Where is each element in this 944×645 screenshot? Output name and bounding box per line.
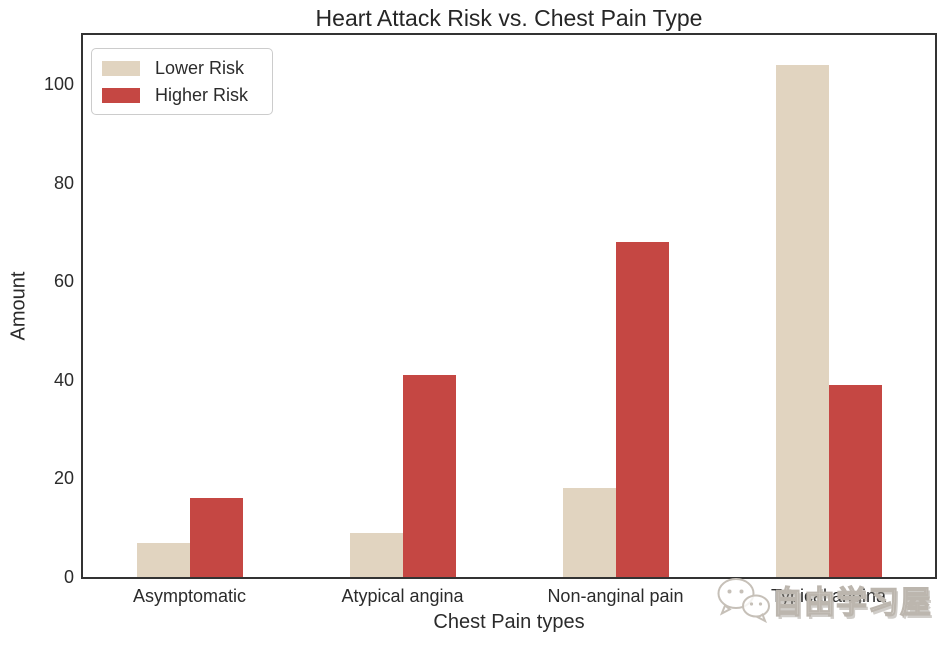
legend-row: Higher Risk: [102, 84, 248, 106]
bar-higher-risk: [402, 374, 456, 577]
legend-label: Lower Risk: [155, 58, 245, 78]
x-tick-label: Typical angina: [770, 586, 887, 606]
legend: Lower Risk Higher Risk: [91, 48, 274, 115]
bar-higher-risk: [189, 498, 243, 577]
y-tick-label: 40: [53, 369, 74, 390]
y-tick-label: 80: [53, 172, 74, 193]
chart-title: Heart Attack Risk vs. Chest Pain Type: [315, 5, 703, 31]
legend-swatch: [102, 87, 140, 103]
bar-lower-risk: [349, 532, 403, 577]
x-tick-label: Asymptomatic: [132, 586, 247, 606]
y-tick-label: 100: [43, 74, 74, 95]
y-tick-label: 60: [53, 271, 74, 292]
plot-area: Lower Risk Higher Risk: [81, 33, 937, 579]
x-tick-label: Atypical angina: [341, 586, 464, 606]
y-tick-label: 0: [63, 567, 74, 587]
legend-row: Lower Risk: [102, 57, 248, 79]
bar-lower-risk: [136, 542, 190, 577]
x-axis-label: Chest Pain types: [433, 611, 585, 633]
x-tick-label: Non-anginal pain: [547, 586, 684, 606]
bar-higher-risk: [615, 241, 669, 577]
legend-swatch: [102, 60, 140, 76]
legend-label: Higher Risk: [155, 85, 249, 105]
bar-lower-risk: [562, 488, 616, 577]
bar-lower-risk: [775, 64, 829, 577]
y-tick-label: 20: [53, 468, 74, 489]
bar-higher-risk: [828, 384, 882, 577]
